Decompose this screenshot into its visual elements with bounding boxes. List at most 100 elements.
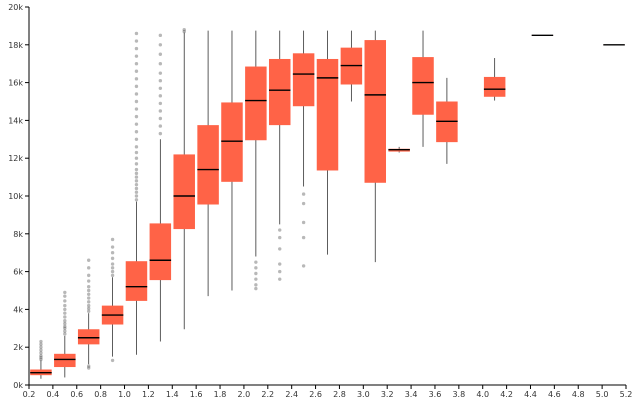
- y-tick-label: 2k: [13, 343, 23, 352]
- outlier-point: [134, 107, 139, 111]
- outlier-point: [87, 279, 91, 283]
- outlier-point: [158, 109, 163, 113]
- box-rect: [149, 223, 172, 281]
- outlier-point: [182, 27, 186, 32]
- x-tick-label: 2.0: [238, 390, 251, 399]
- x-tick-label: 3.2: [381, 390, 394, 399]
- x-tick-label: 0.6: [70, 390, 83, 399]
- y-tick-label: 14k: [8, 116, 23, 125]
- outlier-point: [110, 273, 115, 278]
- outlier-point: [87, 364, 91, 368]
- outlier-point: [134, 130, 139, 134]
- x-tick-label: 0.2: [23, 390, 36, 399]
- outlier-point: [87, 306, 91, 311]
- box-group: [101, 237, 124, 363]
- outlier-point: [110, 269, 115, 274]
- outlier-point: [278, 247, 282, 251]
- x-tick-label: 2.8: [333, 390, 346, 399]
- outlier-point: [158, 124, 163, 128]
- box-group: [340, 30, 363, 102]
- outlier-point: [87, 300, 91, 304]
- outlier-point: [134, 99, 139, 104]
- outlier-point: [63, 307, 67, 312]
- outlier-point: [278, 269, 282, 274]
- outlier-point: [278, 262, 282, 266]
- outlier-point: [87, 366, 91, 370]
- outlier-point: [39, 355, 43, 360]
- y-tick-label: 4k: [13, 305, 23, 314]
- outlier-point: [301, 220, 306, 225]
- outlier-point: [63, 311, 67, 315]
- outlier-point: [134, 114, 139, 119]
- x-tick-label: 1.2: [142, 390, 155, 399]
- x-tick-label: 4.0: [476, 390, 489, 399]
- box-rect: [316, 58, 339, 171]
- box-group: [316, 30, 339, 255]
- outlier-point: [39, 354, 43, 358]
- box-group: [173, 27, 195, 330]
- y-tick-label: 16k: [8, 79, 23, 88]
- outlier-point: [254, 260, 258, 264]
- outlier-point: [254, 271, 258, 276]
- outlier-point: [134, 182, 139, 187]
- outlier-point: [39, 342, 43, 347]
- x-tick-label: 2.4: [285, 390, 298, 399]
- outlier-point: [39, 351, 43, 355]
- outlier-point: [158, 79, 163, 83]
- box-group: [30, 339, 52, 379]
- outlier-point: [134, 194, 139, 198]
- box-group: [54, 290, 76, 378]
- box-rect: [245, 66, 267, 141]
- box-rect: [412, 57, 434, 115]
- outlier-point: [301, 235, 306, 240]
- outlier-point: [134, 145, 139, 149]
- box-group: [197, 30, 219, 297]
- outlier-point: [63, 329, 67, 333]
- box-group: [149, 33, 172, 342]
- outlier-point: [301, 264, 306, 268]
- outlier-point: [254, 283, 258, 287]
- box-group: [436, 77, 458, 164]
- box-group: [221, 30, 243, 291]
- outlier-point: [134, 190, 139, 194]
- outlier-point: [39, 348, 43, 352]
- outlier-point: [158, 33, 163, 38]
- outlier-point: [87, 285, 91, 289]
- outlier-point: [134, 62, 139, 66]
- x-tick-label: 4.8: [572, 390, 585, 399]
- x-tick-label: 2.2: [261, 390, 274, 399]
- outlier-point: [134, 137, 139, 141]
- x-tick-label: 3.0: [357, 390, 370, 399]
- outlier-point: [301, 201, 306, 206]
- box-rect: [125, 261, 148, 301]
- outlier-point: [110, 237, 115, 242]
- outlier-point: [134, 186, 139, 191]
- outlier-point: [134, 175, 139, 179]
- outlier-point: [158, 131, 163, 136]
- x-tick-label: 3.4: [405, 390, 418, 399]
- x-axis: 0.2 0.4 0.6 0.8 1.0 1.2 1.4 1.6 1.8 2.0 2.2 2.4 2.6 2…: [23, 384, 633, 399]
- outlier-point: [39, 339, 43, 344]
- outlier-point: [110, 256, 115, 261]
- box-group: [292, 30, 315, 268]
- outlier-point: [134, 156, 139, 160]
- boxes-layer: [30, 27, 625, 379]
- outlier-point: [63, 332, 67, 336]
- x-tick-label: 3.6: [429, 390, 442, 399]
- outlier-point: [87, 303, 91, 308]
- outlier-point: [87, 258, 91, 262]
- box-group: [412, 30, 434, 147]
- outlier-point: [110, 358, 115, 363]
- x-tick-label: 0.8: [94, 390, 107, 399]
- x-tick-label: 5.0: [596, 390, 609, 399]
- outlier-point: [134, 46, 139, 51]
- box-group: [603, 44, 625, 46]
- box-group: [245, 30, 267, 291]
- outlier-point: [87, 266, 91, 270]
- outlier-point: [110, 251, 115, 255]
- x-tick-label: 5.2: [620, 390, 633, 399]
- outlier-point: [158, 94, 163, 98]
- box-rect: [173, 154, 195, 230]
- x-tick-label: 4.6: [548, 390, 561, 399]
